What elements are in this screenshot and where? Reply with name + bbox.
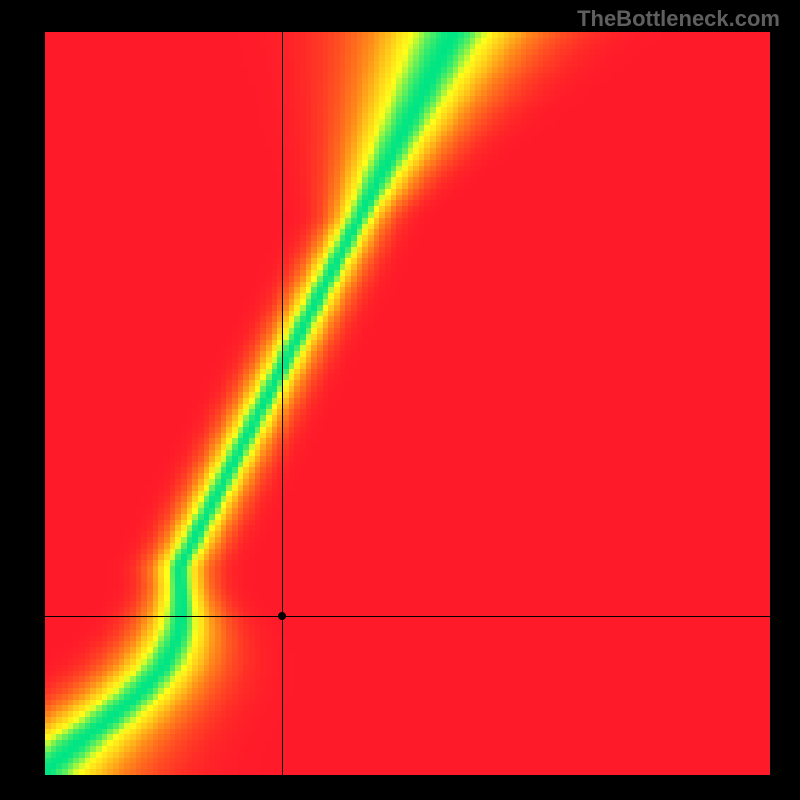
crosshair-vertical [282,32,283,775]
bottleneck-heatmap [45,32,770,775]
selection-marker [278,612,286,620]
chart-container: TheBottleneck.com [0,0,800,800]
watermark-text: TheBottleneck.com [577,6,780,32]
crosshair-horizontal [45,616,770,617]
